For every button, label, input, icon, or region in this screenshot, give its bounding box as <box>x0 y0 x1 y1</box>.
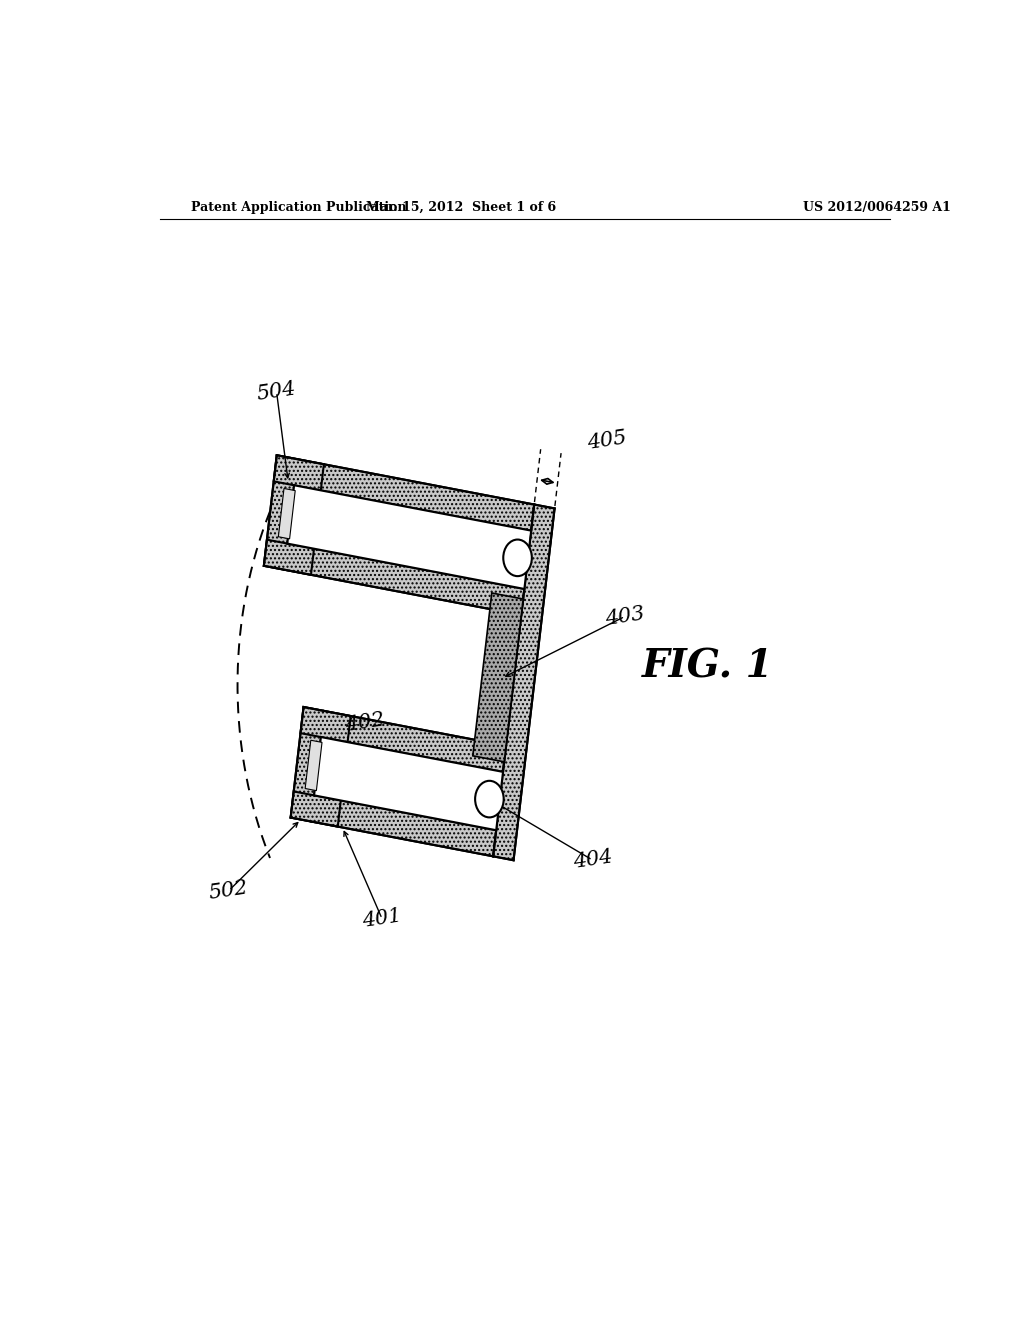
Polygon shape <box>314 737 503 830</box>
Polygon shape <box>494 504 555 861</box>
Text: 401: 401 <box>361 907 403 932</box>
Text: Patent Application Publication: Patent Application Publication <box>191 201 407 214</box>
Polygon shape <box>305 741 322 791</box>
Polygon shape <box>291 792 341 826</box>
Circle shape <box>475 781 504 817</box>
Text: 504: 504 <box>256 380 298 404</box>
Polygon shape <box>288 486 531 589</box>
Polygon shape <box>291 708 324 821</box>
Polygon shape <box>300 708 350 742</box>
Text: US 2012/0064259 A1: US 2012/0064259 A1 <box>803 201 950 214</box>
Text: 403: 403 <box>604 605 646 628</box>
Text: 502: 502 <box>208 878 250 903</box>
Text: FIG. 1: FIG. 1 <box>641 648 773 685</box>
Polygon shape <box>264 540 314 574</box>
Text: 405: 405 <box>586 429 628 453</box>
Polygon shape <box>264 455 297 570</box>
Text: 402: 402 <box>344 710 386 734</box>
Polygon shape <box>321 711 506 772</box>
Circle shape <box>503 540 531 576</box>
Polygon shape <box>279 488 295 539</box>
Polygon shape <box>285 544 524 615</box>
Polygon shape <box>311 796 497 857</box>
Polygon shape <box>273 455 324 490</box>
Polygon shape <box>294 459 535 531</box>
Text: 404: 404 <box>571 847 613 873</box>
Text: Mar. 15, 2012  Sheet 1 of 6: Mar. 15, 2012 Sheet 1 of 6 <box>367 201 556 214</box>
Polygon shape <box>473 593 523 762</box>
